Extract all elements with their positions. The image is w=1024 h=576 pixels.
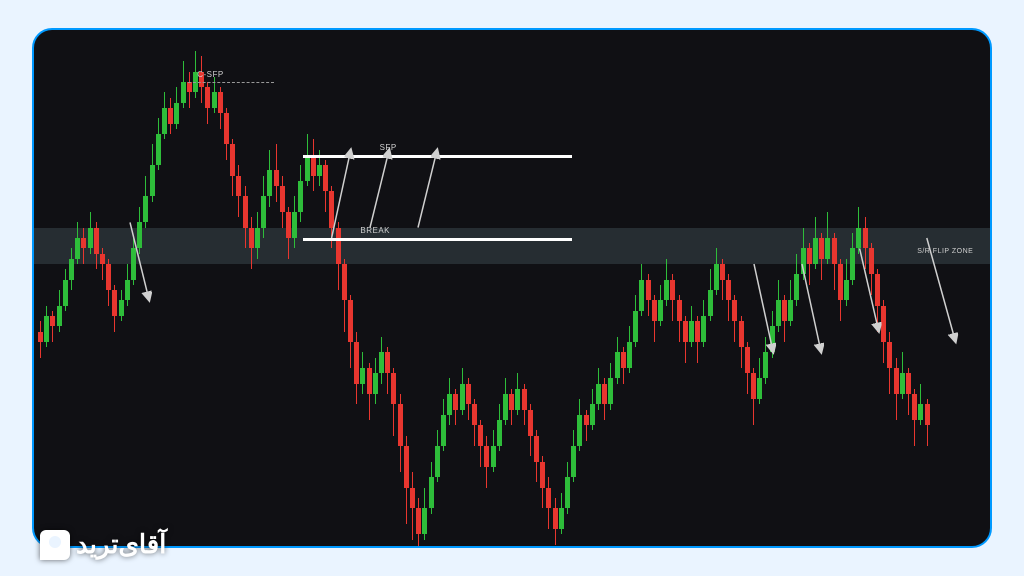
annotation-arrow [802,264,821,352]
logo-icon [40,530,70,560]
annotation-arrow [130,222,149,300]
annotation-arrow [370,150,389,228]
chart-frame: SFPBREAKC-SFPS/R FLIP ZONE [32,28,992,548]
annotation-arrow [332,150,351,238]
arrows-layer [34,30,990,546]
candlestick-chart: SFPBREAKC-SFPS/R FLIP ZONE [34,30,990,546]
annotation-arrow [754,264,773,352]
logo-text: آقای‌ترید [76,529,166,560]
annotation-arrow [418,150,437,228]
annotation-arrow [860,248,879,331]
annotation-arrow [927,238,956,342]
brand-logo: آقای‌ترید [40,529,166,560]
